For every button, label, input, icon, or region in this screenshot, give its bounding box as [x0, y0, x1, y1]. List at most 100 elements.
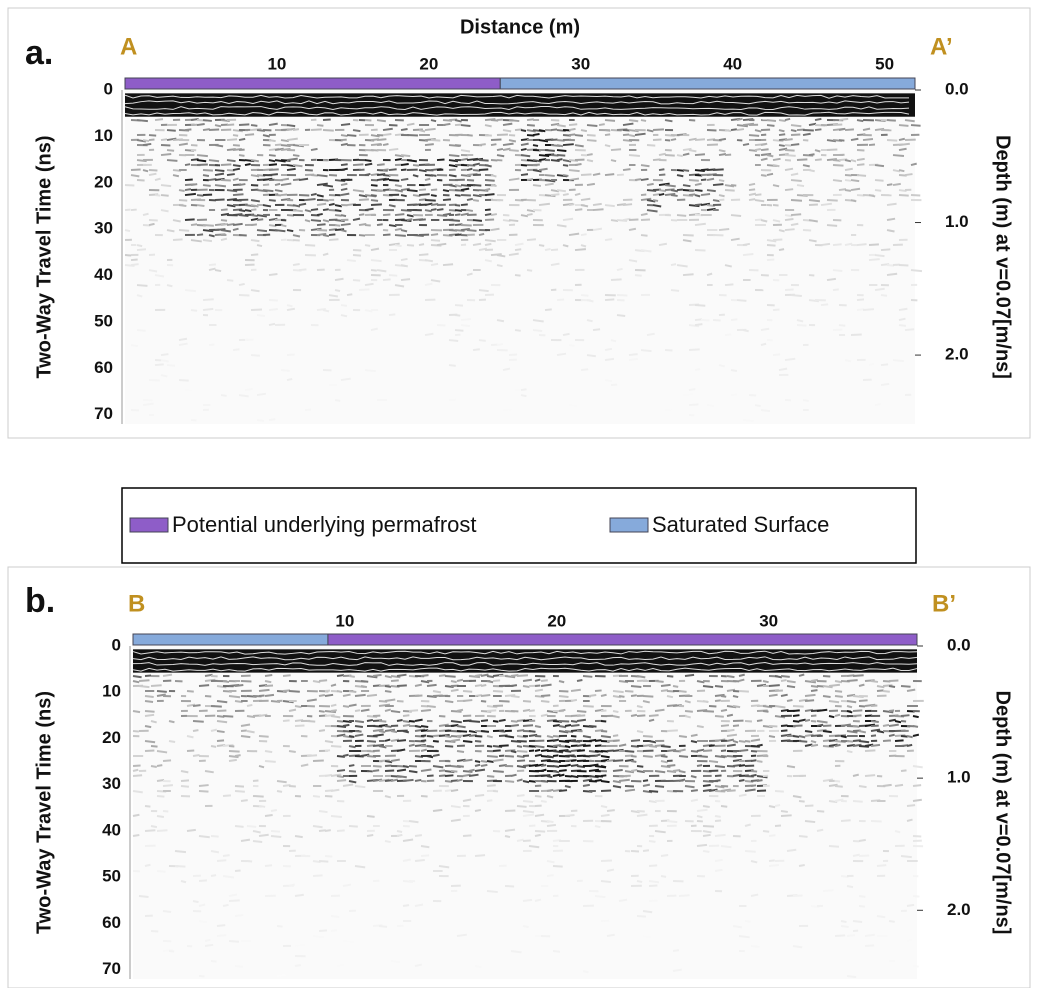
- reflection: [877, 690, 884, 691]
- reflection: [623, 134, 629, 135]
- reflection: [233, 169, 240, 170]
- reflection: [439, 866, 449, 867]
- reflection: [335, 400, 340, 401]
- reflection: [721, 750, 726, 751]
- reflection: [647, 130, 653, 131]
- reflection: [191, 240, 202, 241]
- y-tick-label: 50: [94, 311, 113, 330]
- reflection: [779, 369, 787, 370]
- reflection: [289, 751, 296, 752]
- reflection: [145, 865, 150, 866]
- reflection: [791, 200, 802, 201]
- reflection: [265, 815, 273, 816]
- reflection: [341, 144, 348, 145]
- reflection: [601, 881, 611, 882]
- reflection: [899, 170, 904, 171]
- reflection: [875, 180, 884, 181]
- reflection: [293, 235, 300, 236]
- reflection: [773, 165, 779, 166]
- reflection: [695, 369, 700, 370]
- reflection: [649, 741, 656, 742]
- reflection: [799, 675, 804, 676]
- reflection: [541, 770, 546, 771]
- reflection: [809, 154, 815, 155]
- reflection: [635, 134, 646, 135]
- reflection: [847, 751, 852, 752]
- reflection: [167, 150, 174, 151]
- reflection: [877, 865, 886, 866]
- reflection: [287, 305, 292, 306]
- reflection: [457, 726, 466, 727]
- reflection: [605, 349, 612, 350]
- reflection: [847, 976, 856, 977]
- reflection: [847, 680, 858, 681]
- reflection: [635, 275, 642, 276]
- reflection: [727, 740, 734, 741]
- reflection: [397, 776, 407, 777]
- reflection: [139, 896, 149, 897]
- reflection: [493, 750, 501, 751]
- reflection: [259, 766, 264, 767]
- reflection: [509, 354, 517, 355]
- reflection: [871, 681, 878, 682]
- reflection: [161, 139, 167, 140]
- reflection: [589, 695, 596, 696]
- reflection: [793, 715, 799, 716]
- y-tick-label: 40: [102, 820, 121, 839]
- reflection: [803, 134, 811, 135]
- reflection: [653, 205, 661, 206]
- reflection: [721, 710, 727, 711]
- reflection: [485, 180, 495, 181]
- reflection: [653, 139, 662, 140]
- reflection: [145, 715, 154, 716]
- reflection: [605, 134, 610, 135]
- reflection: [205, 945, 213, 946]
- profile-end: B’: [932, 590, 956, 617]
- reflection: [211, 706, 222, 707]
- reflection: [349, 826, 358, 827]
- reflection: [391, 680, 399, 681]
- reflection: [805, 695, 815, 696]
- reflection: [335, 225, 340, 226]
- radargram-image: [133, 646, 924, 979]
- reflection: [605, 239, 612, 240]
- reflection: [881, 384, 889, 385]
- reflection: [697, 726, 704, 727]
- reflection: [601, 781, 610, 782]
- reflection: [257, 420, 264, 421]
- reflection: [233, 224, 243, 225]
- reflection: [143, 140, 149, 141]
- reflection: [893, 155, 904, 156]
- reflection: [313, 936, 324, 937]
- reflection: [485, 125, 492, 126]
- y2-tick-label: 2.0: [947, 900, 971, 919]
- reflection: [277, 791, 282, 792]
- reflection: [743, 244, 750, 245]
- y-tick-label: 20: [102, 728, 121, 747]
- reflection: [695, 324, 702, 325]
- reflection: [457, 680, 463, 681]
- reflection: [595, 740, 601, 741]
- reflection: [449, 340, 458, 341]
- reflection: [707, 179, 714, 180]
- reflection: [419, 219, 426, 220]
- reflection: [193, 901, 199, 902]
- reflection: [329, 234, 335, 235]
- reflection: [353, 130, 360, 131]
- reflection: [401, 129, 408, 130]
- reflection: [601, 695, 607, 696]
- reflection: [323, 200, 329, 201]
- reflection: [325, 750, 330, 751]
- reflection: [683, 185, 690, 186]
- reflection: [773, 185, 779, 186]
- reflection: [439, 770, 445, 771]
- reflection: [593, 209, 604, 210]
- reflection: [131, 259, 138, 260]
- reflection: [913, 836, 921, 837]
- reflection: [593, 229, 602, 230]
- reflection: [353, 219, 360, 220]
- reflection: [167, 365, 175, 366]
- reflection: [587, 135, 596, 136]
- reflection: [383, 215, 390, 216]
- x-tick-label: 40: [723, 54, 742, 73]
